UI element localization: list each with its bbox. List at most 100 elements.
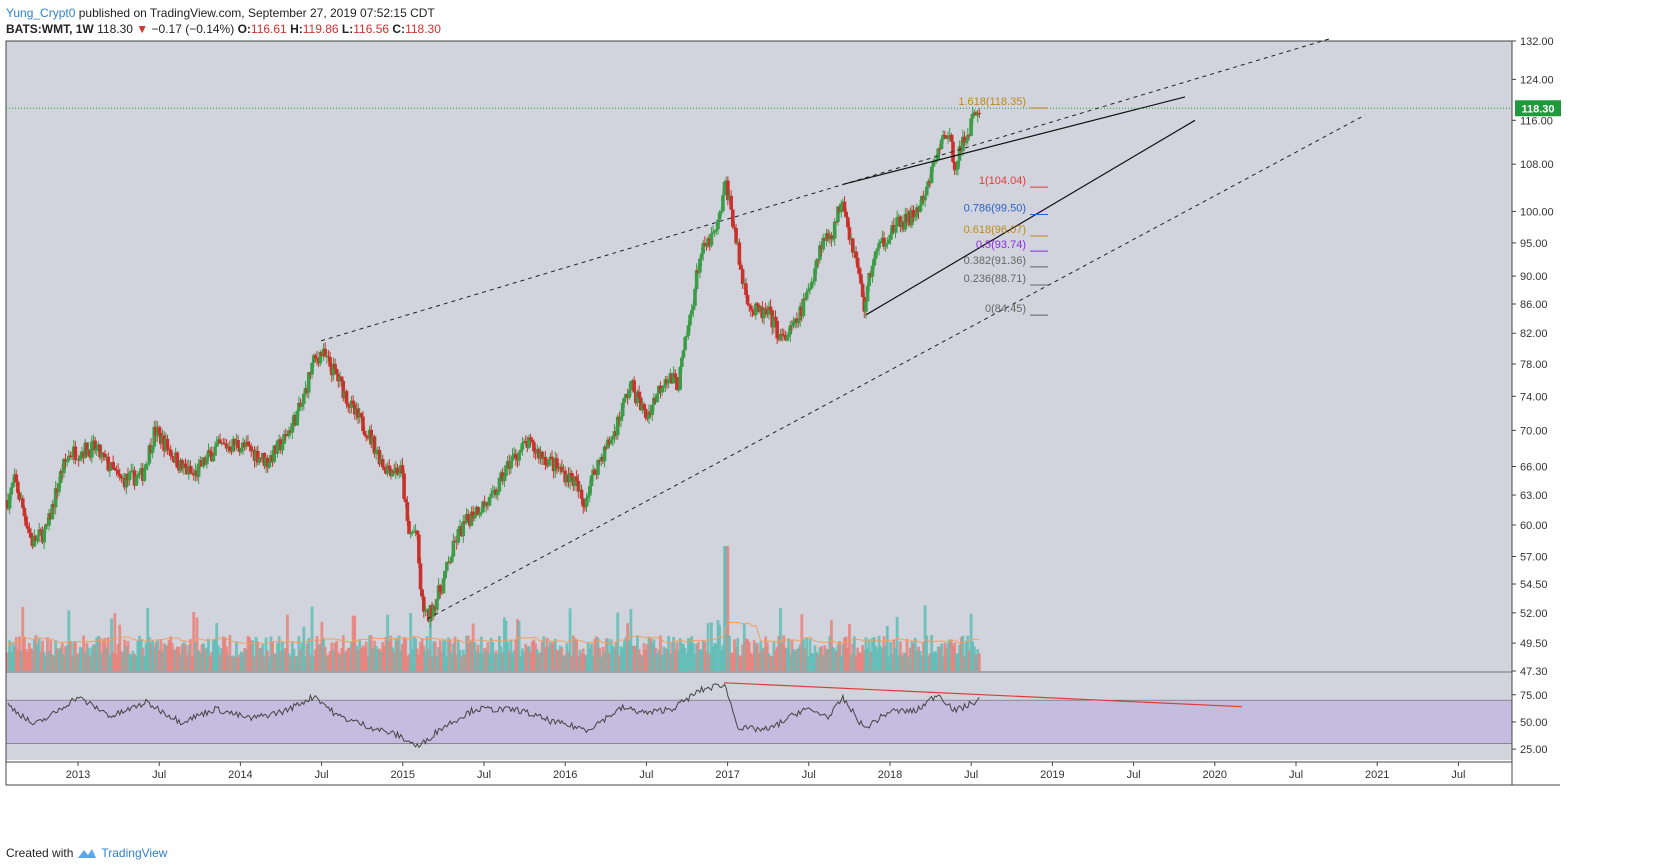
volume-bar bbox=[121, 651, 125, 671]
volume-bar bbox=[399, 649, 403, 671]
candle-body bbox=[228, 446, 232, 451]
volume-bar bbox=[637, 649, 641, 671]
volume-bar bbox=[340, 648, 344, 671]
volume-bar bbox=[632, 646, 636, 671]
volume-bar bbox=[548, 641, 552, 671]
volume-bar bbox=[622, 641, 626, 671]
volume-bar bbox=[703, 641, 707, 671]
volume-bar bbox=[323, 647, 327, 671]
volume-bar bbox=[55, 648, 59, 671]
candle-body bbox=[20, 498, 25, 508]
volume-bar bbox=[221, 636, 225, 671]
volume-bar bbox=[478, 652, 482, 671]
volume-bar bbox=[75, 654, 79, 671]
volume-bar bbox=[588, 648, 592, 671]
volume-bar bbox=[27, 643, 31, 671]
time-tick-label: 2021 bbox=[1365, 769, 1389, 781]
volume-bar bbox=[450, 652, 454, 671]
candle-body bbox=[466, 514, 470, 521]
candle-body bbox=[629, 381, 633, 391]
volume-bar bbox=[37, 637, 41, 671]
volume-bar bbox=[560, 647, 564, 671]
volume-bar bbox=[585, 655, 588, 671]
volume-bar bbox=[73, 641, 77, 671]
candle-body bbox=[883, 244, 888, 247]
volume-bar bbox=[228, 635, 232, 671]
candle-body bbox=[811, 281, 816, 283]
candle-body bbox=[579, 489, 584, 499]
lower-channel-dashed bbox=[427, 114, 1366, 620]
tradingview-link[interactable]: TradingView bbox=[101, 846, 168, 860]
candle-body bbox=[509, 460, 513, 469]
time-tick-label: 2015 bbox=[391, 769, 415, 781]
candle-body bbox=[627, 390, 632, 398]
candle-body bbox=[422, 596, 426, 612]
volume-bar bbox=[64, 646, 67, 671]
volume-bar bbox=[110, 618, 113, 671]
volume-bar bbox=[136, 640, 140, 671]
volume-bar bbox=[818, 647, 822, 671]
time-tick-label: Jul bbox=[1451, 769, 1465, 781]
candle-body bbox=[417, 534, 421, 564]
volume-bar bbox=[304, 656, 307, 671]
volume-bar bbox=[603, 650, 606, 671]
volume-bar bbox=[116, 644, 120, 671]
candle-body bbox=[520, 442, 525, 450]
candle-body bbox=[949, 135, 954, 142]
volume-bar bbox=[23, 636, 26, 671]
volume-bar bbox=[394, 637, 398, 671]
candle-body bbox=[737, 242, 742, 265]
volume-bar bbox=[216, 645, 220, 671]
volume-bar bbox=[690, 636, 694, 671]
candle-body bbox=[443, 570, 447, 579]
volume-bar bbox=[647, 636, 651, 671]
volume-bar bbox=[688, 639, 692, 671]
volume-bar bbox=[172, 649, 176, 671]
volume-bar bbox=[310, 606, 314, 671]
candle-body bbox=[661, 385, 666, 388]
volume-bar bbox=[884, 645, 888, 671]
candle-body bbox=[791, 321, 796, 327]
volume-bar bbox=[867, 639, 871, 671]
time-tick-label: 2020 bbox=[1203, 769, 1227, 781]
author-link[interactable]: Yung_Crypt0 bbox=[6, 6, 76, 20]
volume-bar bbox=[269, 636, 273, 671]
volume-bar bbox=[118, 624, 122, 671]
volume-bar bbox=[54, 640, 58, 671]
candle-body bbox=[497, 478, 502, 492]
price-pane[interactable] bbox=[6, 41, 1512, 671]
volume-bar bbox=[433, 641, 437, 671]
candle-body bbox=[952, 161, 957, 171]
candle-body bbox=[407, 521, 411, 534]
volume-bar bbox=[751, 654, 754, 671]
candle-body bbox=[587, 486, 592, 496]
volume-bar bbox=[609, 639, 613, 671]
volume-bar bbox=[481, 652, 485, 671]
volume-bar bbox=[318, 643, 322, 671]
volume-bar bbox=[507, 650, 511, 671]
candle-body bbox=[76, 459, 81, 461]
volume-bar bbox=[802, 639, 805, 671]
candle-body bbox=[711, 232, 715, 234]
volume-bar bbox=[309, 654, 312, 671]
volume-bar bbox=[570, 656, 574, 671]
candle-body bbox=[750, 309, 755, 312]
volume-bar bbox=[350, 642, 353, 671]
volume-bar bbox=[374, 646, 378, 671]
volume-bar bbox=[267, 656, 271, 671]
volume-bar bbox=[525, 647, 529, 671]
volume-bar bbox=[649, 637, 653, 671]
volume-bar bbox=[120, 651, 123, 671]
volume-bar bbox=[877, 635, 881, 671]
rsi-band bbox=[6, 700, 1512, 744]
volume-bar bbox=[918, 651, 922, 671]
candle-body bbox=[895, 217, 899, 227]
candle-body bbox=[65, 460, 69, 462]
volume-bar bbox=[463, 654, 467, 671]
candle-body bbox=[850, 238, 855, 253]
volume-bar bbox=[764, 636, 768, 671]
wedge-lower-line bbox=[865, 119, 1196, 316]
volume-bar bbox=[281, 642, 284, 671]
volume-bar bbox=[151, 640, 155, 671]
